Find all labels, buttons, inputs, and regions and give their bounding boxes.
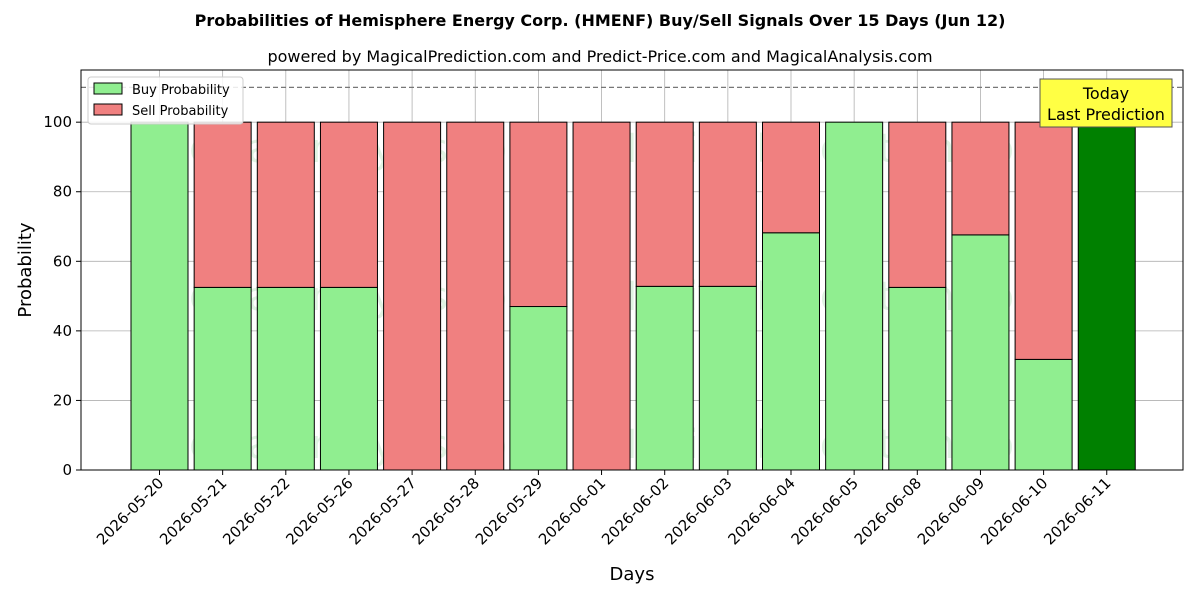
y-tick-label: 80 bbox=[53, 183, 72, 201]
x-tick-label: 2026-06-01 bbox=[535, 474, 609, 548]
y-axis-ticks: 0 20 40 60 80 100 bbox=[43, 113, 81, 479]
bar-buy-2026-06-08 bbox=[888, 286, 947, 471]
x-tick-label: 2026-05-20 bbox=[93, 474, 167, 548]
bar-sell-2026-05-21 bbox=[193, 121, 252, 288]
annotation-line-1: Today bbox=[1082, 84, 1129, 103]
today-annotation: Today Last Prediction bbox=[1039, 78, 1173, 128]
bar-buy-2026-06-05 bbox=[825, 121, 884, 471]
x-tick-label: 2026-05-22 bbox=[219, 474, 293, 548]
x-tick-label: 2026-05-26 bbox=[282, 474, 356, 548]
x-tick-label: 2026-06-11 bbox=[1040, 474, 1114, 548]
x-axis-ticks: 2026-05-202026-05-212026-05-222026-05-26… bbox=[93, 470, 1115, 548]
bar-buy-2026-05-26 bbox=[319, 286, 378, 471]
plot-frame bbox=[80, 69, 1184, 471]
legend-swatch-buy bbox=[93, 82, 123, 95]
chart-title: Probabilities of Hemisphere Energy Corp.… bbox=[195, 11, 1006, 30]
x-tick-label: 2026-06-04 bbox=[724, 474, 798, 548]
x-tick-label: 2026-05-28 bbox=[409, 474, 483, 548]
y-tick-label: 40 bbox=[53, 322, 72, 340]
bar-sell-2026-05-22 bbox=[256, 121, 315, 288]
legend: Buy Probability Sell Probability bbox=[87, 76, 244, 125]
bar-sell-2026-06-09 bbox=[951, 121, 1010, 236]
x-tick-label: 2026-06-03 bbox=[661, 474, 735, 548]
x-tick-label: 2026-06-02 bbox=[598, 474, 672, 548]
x-tick-label: 2026-05-21 bbox=[156, 474, 230, 548]
bar-sell-2026-06-10 bbox=[1014, 121, 1073, 360]
legend-box bbox=[87, 76, 244, 125]
annotation-line-2: Last Prediction bbox=[1047, 105, 1165, 124]
bar-sell-2026-06-04 bbox=[762, 121, 820, 234]
bar-buy-2026-06-03 bbox=[698, 285, 757, 471]
x-tick-label: 2026-05-29 bbox=[472, 474, 546, 548]
bar-buy-2026-06-09 bbox=[951, 234, 1010, 471]
x-tick-label: 2026-06-08 bbox=[851, 474, 925, 548]
y-tick-label: 0 bbox=[62, 461, 72, 479]
y-axis-label: Probability bbox=[15, 222, 36, 317]
chart-subtitle: powered by MagicalPrediction.com and Pre… bbox=[267, 47, 932, 66]
x-tick-label: 2026-06-09 bbox=[914, 474, 988, 548]
bar-buy-2026-05-21 bbox=[193, 286, 252, 471]
bar-buy-2026-05-29 bbox=[509, 306, 568, 471]
bar-sell-2026-05-28 bbox=[446, 121, 505, 471]
y-tick-label: 20 bbox=[53, 391, 72, 409]
bar-sell-2026-06-02 bbox=[635, 121, 694, 287]
bar-sell-2026-06-03 bbox=[698, 121, 757, 287]
bar-sell-2026-06-01 bbox=[572, 121, 631, 471]
legend-label-sell: Sell Probability bbox=[132, 104, 229, 119]
bar-buy-2026-06-04 bbox=[762, 232, 820, 471]
legend-swatch-sell bbox=[93, 103, 123, 116]
bar-buy-2026-06-02 bbox=[635, 285, 694, 471]
bar-buy-2026-06-11 bbox=[1077, 121, 1136, 471]
x-tick-label: 2026-05-27 bbox=[346, 474, 420, 548]
annotation-box bbox=[1039, 78, 1173, 128]
x-axis-label: Days bbox=[610, 564, 655, 585]
x-tick-label: 2026-06-05 bbox=[788, 474, 862, 548]
y-tick-label: 60 bbox=[53, 252, 72, 270]
bar-sell-2026-05-27 bbox=[383, 121, 442, 471]
x-tick-label: 2026-06-10 bbox=[977, 474, 1051, 548]
bars bbox=[130, 121, 1136, 471]
bar-buy-2026-05-20 bbox=[130, 121, 189, 471]
y-tick-label: 100 bbox=[43, 113, 72, 131]
bar-buy-2026-06-10 bbox=[1014, 358, 1073, 471]
bar-sell-2026-05-26 bbox=[319, 121, 378, 288]
bar-sell-2026-05-29 bbox=[509, 121, 568, 308]
bar-buy-2026-05-22 bbox=[256, 286, 315, 471]
legend-label-buy: Buy Probability bbox=[132, 83, 230, 98]
bar-sell-2026-06-08 bbox=[888, 121, 947, 288]
